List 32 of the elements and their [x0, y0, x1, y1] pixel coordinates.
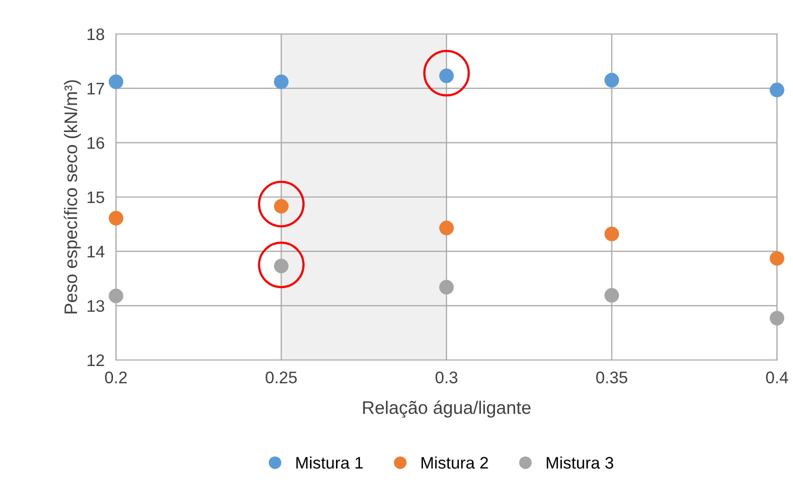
legend-label: Mistura 1 — [296, 456, 363, 469]
y-tick-label: 16 — [88, 137, 104, 149]
y-tick-label: 14 — [88, 246, 104, 258]
point — [770, 310, 784, 326]
point — [258, 180, 305, 228]
point — [770, 251, 784, 266]
x-axis-title: Relação água/ligante — [363, 400, 531, 418]
y-tick-label: 12 — [88, 354, 104, 366]
legend-label: Mistura 2 — [422, 456, 488, 469]
point — [423, 50, 470, 96]
point — [604, 288, 620, 303]
x-tick-label: 0.2 — [105, 372, 127, 384]
point — [604, 72, 620, 88]
x-tick-label: 0.4 — [766, 372, 788, 384]
point — [108, 210, 124, 226]
point — [439, 280, 454, 294]
y-tick-label: 18 — [88, 28, 104, 40]
legend-label: Mistura 3 — [546, 456, 614, 469]
y-tick-label: 13 — [88, 300, 104, 312]
y-tick-label: 17 — [88, 82, 104, 94]
point — [258, 242, 305, 288]
y-axis-title: Peso específico seco (kN/m³) — [64, 80, 81, 314]
point — [439, 220, 454, 236]
point — [108, 74, 124, 90]
x-tick-label: 0.3 — [436, 372, 458, 384]
point — [274, 74, 289, 90]
point — [770, 82, 784, 98]
point — [604, 226, 620, 242]
point — [108, 288, 124, 304]
x-tick-label: 0.35 — [596, 372, 628, 384]
x-tick-label: 0.25 — [266, 372, 297, 384]
y-tick-label: 15 — [88, 192, 104, 204]
